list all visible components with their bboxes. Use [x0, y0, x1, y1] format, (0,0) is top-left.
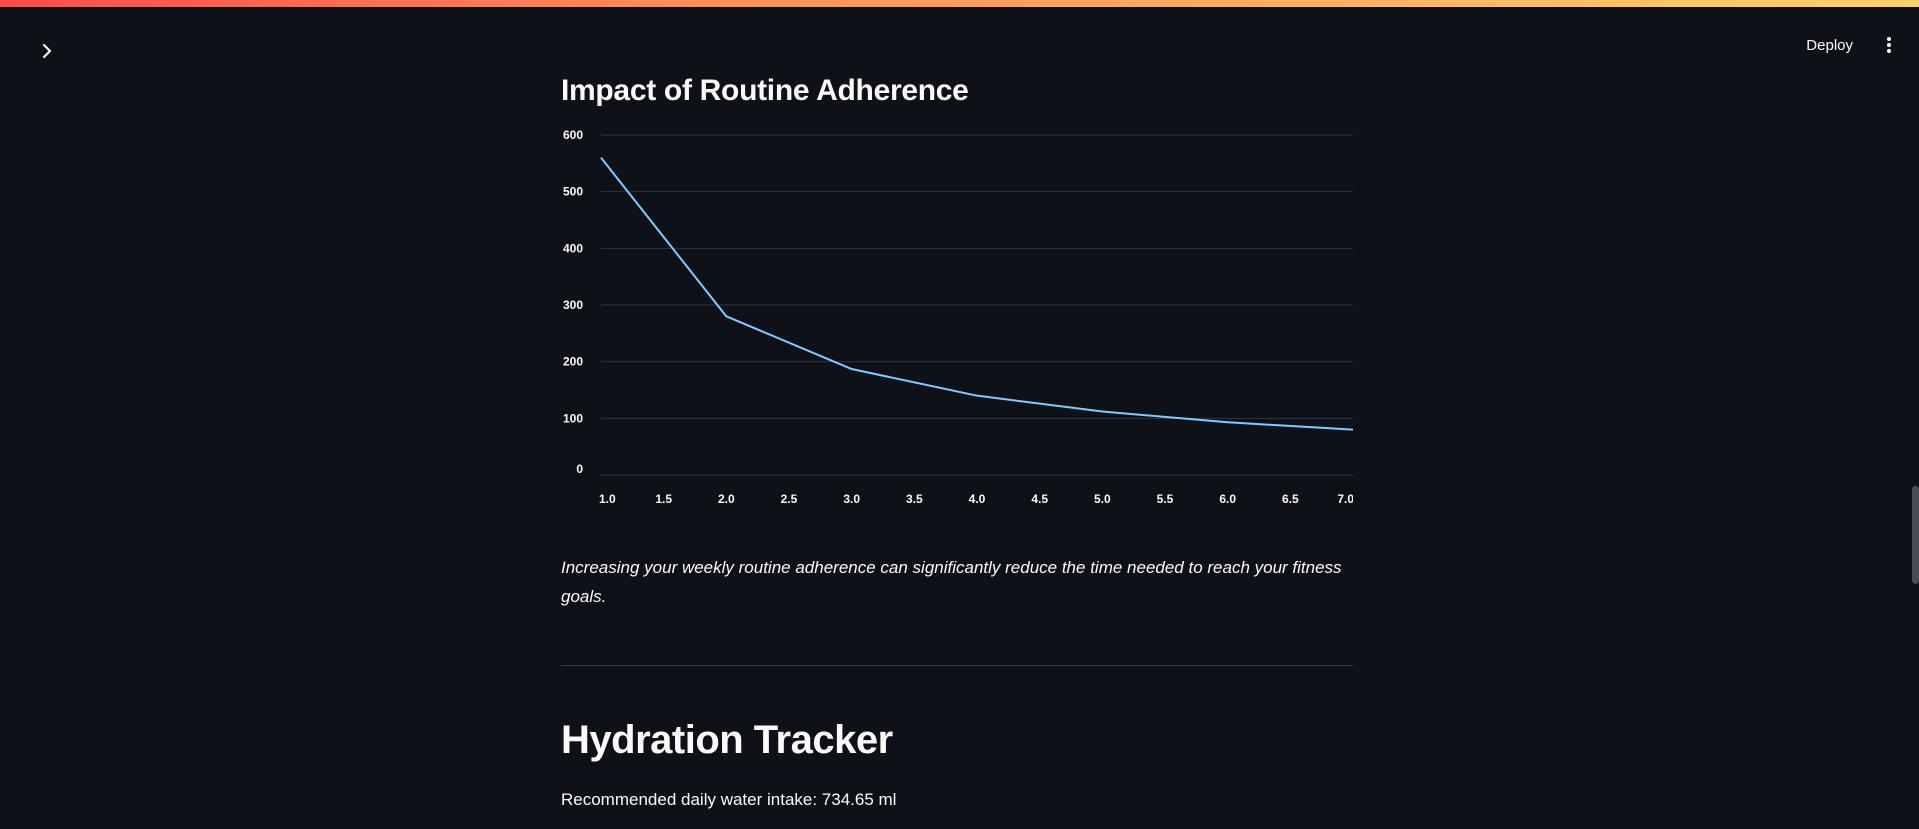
main-menu-button[interactable] — [1877, 32, 1901, 58]
x-tick-label: 1.0 — [599, 492, 616, 506]
y-tick-label: 100 — [563, 411, 583, 425]
x-tick-label: 4.5 — [1031, 492, 1048, 506]
page-scrollbar[interactable] — [1912, 486, 1919, 584]
section-divider — [561, 665, 1353, 666]
chart-caption: Increasing your weekly routine adherence… — [561, 558, 1342, 606]
y-tick-label: 200 — [563, 355, 583, 369]
line-chart: 0 100 200 300 400 500 600 1.0 1.5 2.0 2.5 3.0 3.5 4.0… — [563, 128, 1354, 506]
line-chart-container: 0 100 200 300 400 500 600 1.0 1.5 2.0 2.5 3.0 3.5 4.0… — [561, 122, 1354, 522]
deploy-button[interactable]: Deploy — [1800, 33, 1859, 58]
y-tick-label: 400 — [563, 241, 583, 255]
x-tick-label: 2.5 — [781, 492, 798, 506]
data-point[interactable] — [974, 393, 980, 399]
data-point[interactable] — [1099, 409, 1105, 415]
data-point[interactable] — [723, 313, 729, 319]
data-point[interactable] — [1350, 427, 1353, 433]
water-intake-text: Recommended daily water intake: 734.65 m… — [561, 790, 897, 809]
hydration-title: Hydration Tracker — [561, 718, 893, 762]
vertical-dots-icon — [1887, 37, 1891, 53]
data-point[interactable] — [1225, 419, 1231, 425]
x-tick-label: 7.0 — [1337, 492, 1353, 506]
y-tick-label: 0 — [576, 462, 583, 476]
x-tick-label: 3.0 — [843, 492, 860, 506]
x-tick-label: 6.5 — [1282, 492, 1299, 506]
header-toolbar: Deploy — [1800, 32, 1901, 58]
chevron-right-icon — [42, 43, 52, 59]
x-tick-label: 6.0 — [1219, 492, 1236, 506]
y-tick-label: 500 — [563, 185, 583, 199]
chart-title: Impact of Routine Adherence — [561, 74, 969, 107]
x-tick-label: 1.5 — [655, 492, 672, 506]
y-tick-label: 600 — [563, 128, 583, 142]
y-tick-label: 300 — [563, 298, 583, 312]
x-tick-label: 4.0 — [969, 492, 986, 506]
top-decoration — [0, 0, 1919, 7]
data-point[interactable] — [849, 366, 855, 372]
series-line-0[interactable] — [600, 157, 1354, 431]
x-tick-label: 5.0 — [1094, 492, 1111, 506]
x-tick-label: 2.0 — [718, 492, 735, 506]
x-tick-label: 3.5 — [906, 492, 923, 506]
sidebar-toggle-button[interactable] — [34, 38, 60, 64]
x-tick-label: 5.5 — [1157, 492, 1174, 506]
data-point[interactable] — [598, 155, 604, 161]
